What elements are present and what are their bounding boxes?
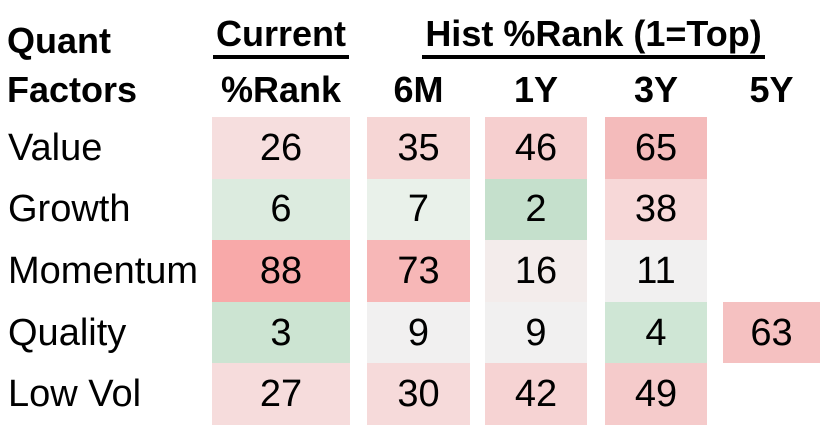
cell-quality-3y: 4 [605, 301, 707, 364]
col-header-1y: 1Y [513, 69, 559, 110]
cell-quality-1y: 9 [485, 301, 587, 364]
cell-growth-3y: 38 [605, 178, 707, 241]
cell-low-vol-3y: 49 [605, 363, 707, 425]
cell-momentum-6m: 73 [367, 240, 470, 302]
cell-value-1y: 46 [485, 117, 587, 179]
cell-growth-current: 6 [212, 178, 350, 241]
cell-quality-6m: 9 [367, 301, 470, 364]
row-label-value: Value [8, 126, 103, 169]
row-label-low-vol: Low Vol [8, 373, 142, 416]
col-header-3y: 3Y [633, 69, 679, 110]
row-label-quality: Quality [8, 311, 127, 354]
table-title-line1: Quant [7, 20, 111, 61]
cell-value-6m: 35 [367, 117, 470, 179]
cell-value-current: 26 [212, 117, 350, 179]
cell-low-vol-1y: 42 [485, 363, 587, 425]
cell-momentum-3y: 11 [605, 240, 707, 302]
current-group-header: Current [212, 0, 350, 62]
cell-low-vol-6m: 30 [367, 363, 470, 425]
cell-low-vol-current: 27 [212, 363, 350, 425]
hist-group-header-text: Hist %Rank (1=Top) [422, 16, 765, 59]
row-label-momentum: Momentum [8, 249, 199, 292]
table-title-line2: Factors [7, 69, 138, 110]
cell-momentum-current: 88 [212, 240, 350, 302]
hist-group-header: Hist %Rank (1=Top) [367, 0, 820, 62]
current-group-header-text: Current [212, 16, 349, 59]
col-header-6m: 6M [393, 69, 444, 110]
cell-quality-current: 3 [212, 301, 350, 364]
cell-quality-5y: 63 [723, 301, 820, 364]
cell-growth-6m: 7 [367, 178, 470, 241]
current-rank-subheader: %Rank [220, 69, 342, 110]
col-header-5y: 5Y [749, 69, 794, 110]
row-label-growth: Growth [8, 188, 131, 231]
cell-growth-1y: 2 [485, 178, 587, 241]
cell-value-3y: 65 [605, 117, 707, 179]
cell-momentum-1y: 16 [485, 240, 587, 302]
